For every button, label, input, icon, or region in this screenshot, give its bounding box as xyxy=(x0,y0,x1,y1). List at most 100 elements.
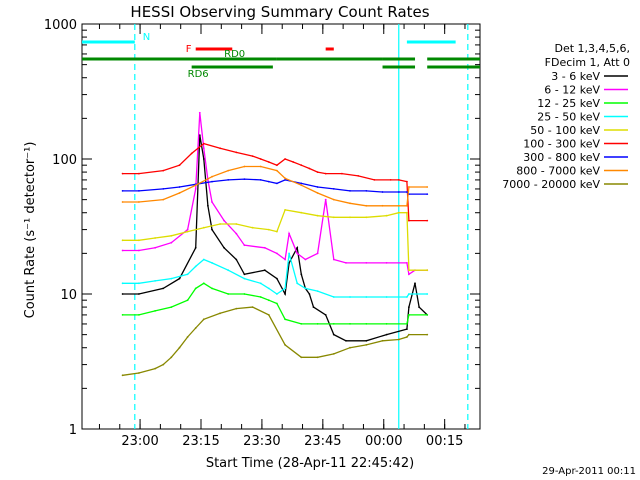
series-point xyxy=(138,239,140,242)
series-point xyxy=(324,172,327,175)
series-point xyxy=(202,147,205,150)
series-point xyxy=(162,363,165,366)
x-tick-label: 00:00 xyxy=(365,434,402,449)
y-tick-label: 1 xyxy=(69,423,77,438)
series-point xyxy=(259,296,262,298)
series-point xyxy=(284,177,286,180)
series-point xyxy=(243,165,246,168)
series-point xyxy=(202,226,205,229)
series-point xyxy=(263,269,266,272)
series-point xyxy=(373,179,376,181)
series-point xyxy=(385,214,388,217)
series-point xyxy=(349,346,351,349)
series-point xyxy=(406,323,408,325)
series-point xyxy=(397,211,400,214)
plot-frame xyxy=(81,23,481,430)
series-line xyxy=(122,165,428,207)
series-point xyxy=(259,282,262,285)
series-point xyxy=(138,201,140,203)
series-point xyxy=(406,296,408,298)
series-point xyxy=(426,219,429,222)
series-point xyxy=(154,246,157,249)
series-point xyxy=(219,147,222,150)
series-point xyxy=(211,180,213,183)
series-point xyxy=(162,287,165,290)
series-point xyxy=(219,223,222,225)
series-point xyxy=(223,219,226,222)
series-point xyxy=(304,287,307,290)
series-point xyxy=(259,179,262,181)
series-point xyxy=(324,198,327,201)
series-point xyxy=(349,323,351,325)
series-point xyxy=(243,244,246,247)
series-point xyxy=(284,158,286,160)
series-point xyxy=(349,296,351,298)
series-point xyxy=(211,228,213,231)
legend-label: 25 - 50 keV xyxy=(537,111,600,124)
series-point xyxy=(300,273,303,276)
series-point xyxy=(408,273,410,276)
series-point xyxy=(259,165,262,168)
series-point xyxy=(288,232,290,235)
series-point xyxy=(288,252,290,255)
series-point xyxy=(406,262,408,264)
legend-header-2: FDecim 1, Att 0 xyxy=(545,56,630,69)
series-point xyxy=(308,293,311,295)
series-point xyxy=(235,307,238,310)
status-bar-label: RD0 xyxy=(224,49,245,60)
series-point xyxy=(202,258,205,261)
series-point xyxy=(267,161,270,163)
series-point xyxy=(418,306,420,308)
series-point xyxy=(332,198,335,201)
series-point xyxy=(202,142,205,145)
series-point xyxy=(235,258,238,261)
series-point xyxy=(186,299,189,302)
series-point xyxy=(211,262,213,264)
series-point xyxy=(170,356,173,359)
series-point xyxy=(426,293,429,295)
series-point xyxy=(365,339,368,342)
series-point xyxy=(227,179,230,181)
series-point xyxy=(202,158,205,160)
series-point xyxy=(162,198,165,201)
series-point xyxy=(138,190,140,192)
series-point xyxy=(190,152,193,155)
series-point xyxy=(365,323,368,325)
series-point xyxy=(178,346,181,349)
series-point xyxy=(223,246,226,249)
series-point xyxy=(381,339,384,342)
series-line xyxy=(122,209,428,271)
series-point xyxy=(276,182,278,185)
series-point xyxy=(154,280,157,282)
series-point xyxy=(178,277,181,280)
series-point xyxy=(251,226,254,229)
series-point xyxy=(284,287,286,290)
series-point xyxy=(389,179,392,181)
legend-label: 6 - 12 keV xyxy=(544,84,600,97)
series-point xyxy=(332,258,335,261)
series-point xyxy=(365,296,368,298)
series-point xyxy=(263,246,266,249)
series-point xyxy=(186,230,189,233)
series-point xyxy=(406,211,408,214)
series-point xyxy=(194,188,197,190)
series-point xyxy=(296,282,299,285)
series-point xyxy=(332,323,335,325)
series-line xyxy=(122,282,428,325)
series-line xyxy=(122,178,428,195)
y-tick-label: 1000 xyxy=(44,18,77,33)
series-point xyxy=(121,249,124,252)
series-point xyxy=(235,151,238,154)
x-tick-label: 00:15 xyxy=(426,434,463,449)
series-point xyxy=(341,172,343,175)
series-point xyxy=(426,333,429,336)
series-point xyxy=(138,172,140,175)
series-point xyxy=(243,273,246,276)
legend-label: 50 - 100 keV xyxy=(530,124,600,137)
series-point xyxy=(316,192,319,194)
series-point xyxy=(138,249,140,252)
series-line xyxy=(122,306,428,376)
series-point xyxy=(332,188,335,190)
series-point xyxy=(332,333,335,336)
